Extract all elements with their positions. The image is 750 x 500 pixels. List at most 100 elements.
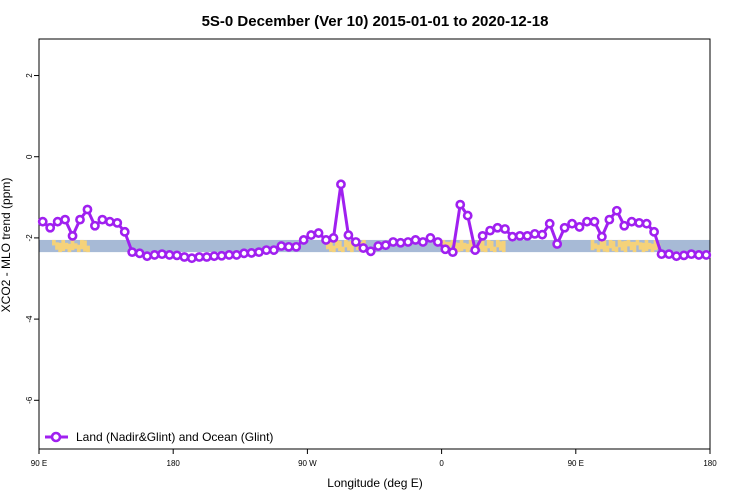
- data-point: [343, 230, 354, 240]
- land-band-segment: [492, 246, 497, 253]
- land-band-segment: [70, 239, 75, 251]
- data-point: [507, 231, 518, 242]
- data-point: [671, 251, 682, 262]
- x-tick-label: 180: [703, 459, 717, 468]
- data-point: [403, 237, 413, 247]
- data-point: [641, 218, 652, 229]
- data-point: [365, 246, 376, 257]
- data-point: [134, 248, 145, 259]
- land-band-segment: [326, 239, 330, 250]
- data-point: [582, 216, 592, 227]
- x-tick-label: 90 E: [31, 459, 47, 468]
- land-band-segment: [635, 239, 640, 246]
- land-band-segment: [61, 239, 66, 252]
- data-point: [224, 250, 235, 260]
- data-point: [261, 245, 272, 255]
- land-band-segment: [338, 240, 342, 252]
- land-band-segment: [67, 243, 72, 253]
- land-band-segment: [617, 239, 622, 248]
- land-band-segment: [441, 239, 446, 247]
- data-point: [634, 217, 645, 228]
- data-point: [500, 224, 510, 234]
- data-point: [149, 250, 160, 260]
- land-band-segment: [350, 240, 354, 253]
- data-point: [559, 222, 570, 233]
- legend-swatch-marker: [50, 431, 62, 443]
- data-point: [567, 218, 577, 229]
- data-point: [172, 250, 182, 261]
- land-band-segment: [58, 242, 62, 253]
- land-band-segment: [596, 244, 601, 253]
- land-band-segment: [344, 239, 348, 248]
- y-tick-label: 2: [25, 73, 34, 78]
- y-tick-label: -2: [25, 234, 34, 242]
- data-point: [119, 226, 130, 237]
- data-point: [291, 241, 302, 252]
- land-band-segment: [590, 239, 595, 251]
- data-point: [477, 230, 488, 241]
- data-point: [626, 216, 637, 227]
- land-band-segment: [468, 239, 473, 251]
- data-point: [410, 235, 421, 245]
- land-band-segment: [453, 242, 458, 250]
- data-point: [321, 235, 331, 245]
- data-point: [157, 249, 167, 260]
- data-point: [67, 230, 78, 241]
- data-point: [336, 179, 346, 190]
- land-band-segment: [620, 241, 625, 251]
- data-point: [246, 248, 257, 258]
- data-point: [37, 216, 48, 227]
- land-band-segment: [602, 240, 607, 252]
- land-band-segment: [593, 243, 598, 249]
- data-point: [328, 233, 339, 243]
- land-band-segment: [80, 239, 84, 250]
- land-band-segment: [347, 241, 351, 251]
- land-band-segment: [459, 239, 464, 252]
- data-point: [104, 216, 115, 227]
- land-band-segment: [362, 239, 366, 246]
- data-point: [127, 247, 138, 258]
- land-band-segment: [498, 241, 503, 251]
- land-band-segment: [465, 243, 470, 253]
- data-point: [239, 248, 249, 259]
- data-point: [470, 245, 481, 255]
- land-band-segment: [644, 239, 649, 252]
- data-point: [522, 230, 533, 241]
- data-point: [350, 237, 361, 247]
- land-band-segment: [626, 239, 631, 247]
- land-band-segment: [462, 242, 467, 250]
- data-point: [75, 214, 85, 225]
- land-band-segment: [501, 240, 506, 253]
- data-point: [380, 240, 391, 251]
- land-band-segment: [456, 242, 461, 253]
- data-point: [649, 226, 659, 237]
- legend-label: Land (Nadir&Glint) and Ocean (Glint): [76, 430, 273, 444]
- data-point: [552, 239, 563, 249]
- land-band-segment: [64, 242, 69, 250]
- data-point: [373, 241, 384, 251]
- land-band-segment: [623, 240, 628, 253]
- land-band-segment: [73, 243, 78, 249]
- land-band-segment: [638, 242, 643, 250]
- data-point: [485, 225, 495, 236]
- data-point: [216, 250, 227, 261]
- data-point: [60, 214, 70, 225]
- land-band-segment: [329, 240, 333, 252]
- legend: Land (Nadir&Glint) and Ocean (Glint): [45, 430, 273, 444]
- data-point: [142, 251, 153, 262]
- land-band-segment: [611, 240, 616, 252]
- data-point: [701, 250, 712, 260]
- land-band-segment: [480, 240, 485, 252]
- data-point: [306, 230, 317, 240]
- data-point: [529, 228, 540, 239]
- data-point: [589, 216, 600, 227]
- data-point: [388, 237, 399, 247]
- data-point: [514, 230, 525, 241]
- land-band-segment: [341, 246, 345, 253]
- data-point: [52, 216, 63, 227]
- y-tick-label: -6: [25, 396, 34, 404]
- land-band-segment: [599, 239, 604, 250]
- data-point: [440, 244, 451, 255]
- land-band-segment: [52, 239, 56, 246]
